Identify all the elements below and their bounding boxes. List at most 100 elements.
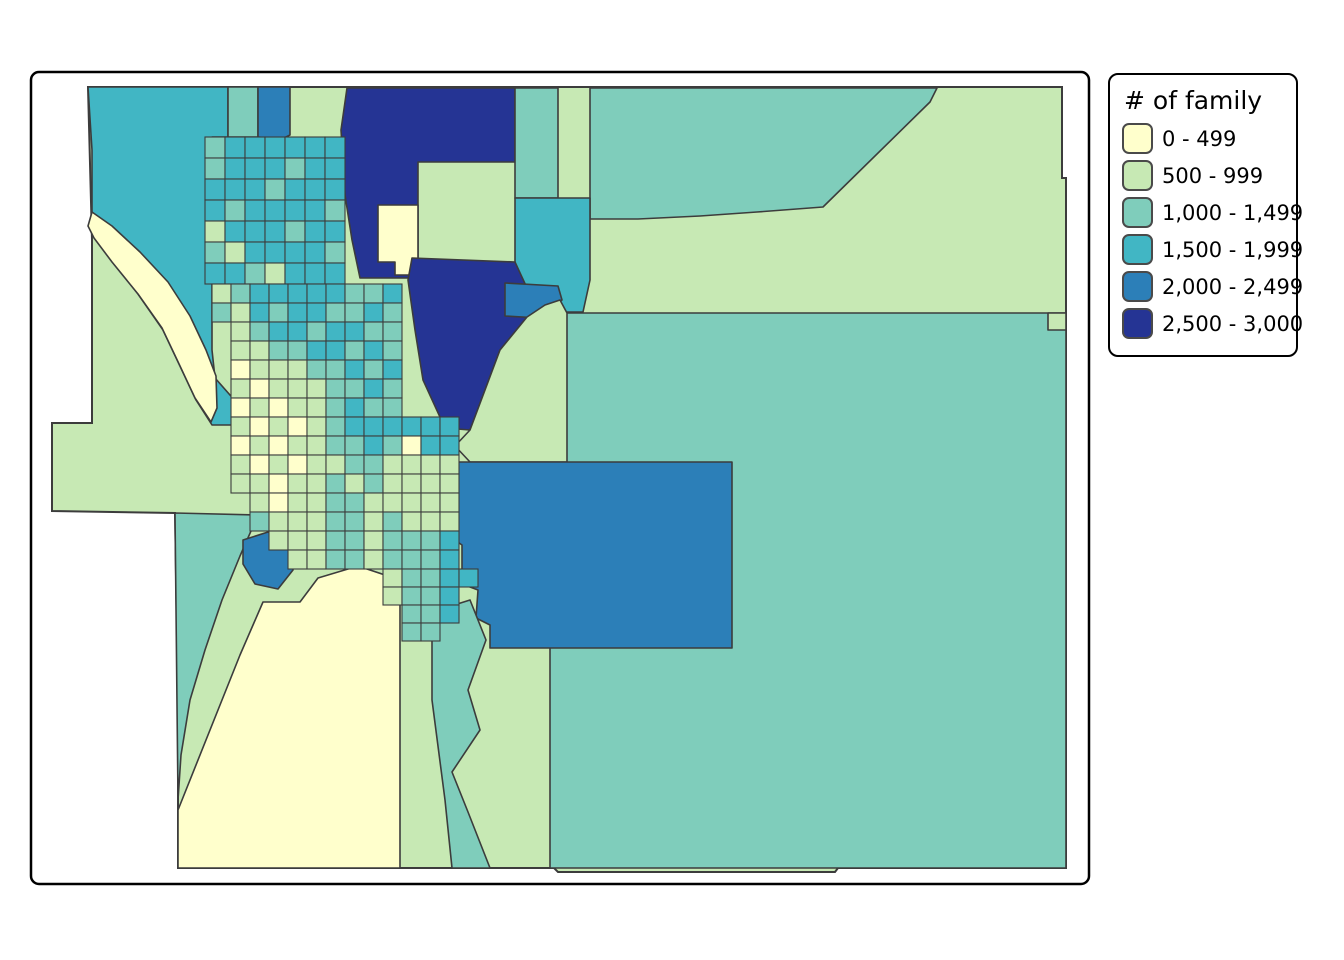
legend-label: 500 - 999 <box>1162 163 1264 188</box>
census-tract-cell <box>284 220 306 243</box>
census-tract-cell <box>284 241 306 264</box>
legend-swatch <box>1122 160 1153 191</box>
census-tract-cell <box>287 549 308 570</box>
census-tract-cell <box>439 473 460 494</box>
census-tract-cell <box>382 378 403 399</box>
census-tract-cell <box>268 378 289 399</box>
census-tract-cell <box>420 454 441 475</box>
census-tract-cell <box>268 321 289 342</box>
census-tract-cell <box>344 511 365 532</box>
census-tract-cell <box>284 262 306 285</box>
census-tract-cell <box>382 397 403 418</box>
census-tract-cell <box>284 136 306 159</box>
census-tract-cell <box>363 397 384 418</box>
census-tract-cell <box>439 492 460 513</box>
census-tract-cell <box>287 435 308 456</box>
census-tract-cell <box>287 416 308 437</box>
census-tract-cell <box>224 262 246 285</box>
census-tract-cell <box>382 283 403 304</box>
legend-label: 2,000 - 2,499 <box>1162 274 1304 299</box>
census-tract-cell <box>325 530 346 551</box>
census-tract-cell <box>249 359 270 380</box>
census-tract-cell <box>324 178 346 201</box>
census-tract-cell <box>249 340 270 361</box>
census-tract-cell <box>363 454 384 475</box>
census-tract-cell <box>401 492 422 513</box>
census-tract-cell <box>324 241 346 264</box>
census-tract-cell <box>204 199 226 222</box>
legend-swatch <box>1122 271 1153 302</box>
census-tract-cell <box>306 302 327 323</box>
census-tract-cell <box>344 340 365 361</box>
map-region-center-green-wedge-tract <box>454 299 568 463</box>
census-tract-cell <box>439 435 460 456</box>
legend-item: 2,000 - 2,499 <box>1122 271 1303 302</box>
census-tract-cell <box>420 549 441 570</box>
census-tract-cell <box>230 473 251 494</box>
census-tract-cell <box>344 378 365 399</box>
census-tract-cell <box>306 416 327 437</box>
census-tract-cell <box>211 302 232 323</box>
census-tract-cell <box>382 473 403 494</box>
census-tract-cell <box>268 302 289 323</box>
census-tract-cell <box>306 397 327 418</box>
census-tract-cell <box>382 302 403 323</box>
census-tract-cell <box>344 549 365 570</box>
census-tract-cell <box>382 435 403 456</box>
census-tract-cell <box>249 321 270 342</box>
census-tract-cell <box>420 435 441 456</box>
census-tract-cell <box>244 178 266 201</box>
census-tract-cell <box>363 340 384 361</box>
census-tract-cell <box>420 530 441 551</box>
census-tract-cell <box>382 416 403 437</box>
census-tract-cell <box>344 416 365 437</box>
census-tract-cell <box>204 241 226 264</box>
census-tract-cell <box>304 178 326 201</box>
census-tract-cell <box>287 359 308 380</box>
census-tract-cell <box>382 359 403 380</box>
legend-item: 2,500 - 3,000 <box>1122 308 1303 339</box>
census-tract-cell <box>230 454 251 475</box>
legend-swatch <box>1122 234 1153 265</box>
census-tract-cell <box>306 283 327 304</box>
census-tract-cell <box>325 321 346 342</box>
census-tract-cell <box>264 262 286 285</box>
census-tract-cell <box>249 473 270 494</box>
census-tract-cell <box>420 568 441 588</box>
map-region-north-teal-tract <box>227 86 259 138</box>
census-tract-cell <box>304 199 326 222</box>
census-tract-cell <box>224 178 246 201</box>
census-tract-cell <box>420 511 441 532</box>
census-tract-cell <box>204 136 226 159</box>
census-tract-cell <box>325 359 346 380</box>
census-tract-cell <box>401 416 422 437</box>
census-tract-cell <box>344 435 365 456</box>
census-tract-cell <box>325 511 346 532</box>
census-tract-cell <box>249 283 270 304</box>
census-tract-cell <box>363 359 384 380</box>
census-tract-cell <box>224 136 246 159</box>
map-region-northeast-teal-tract <box>589 87 938 220</box>
census-tract-cell <box>420 604 441 624</box>
census-tract-cell <box>439 586 460 606</box>
census-tract-cell <box>363 416 384 437</box>
census-tract-cell <box>344 397 365 418</box>
census-tract-cell <box>325 435 346 456</box>
census-tract-cell <box>249 416 270 437</box>
census-tract-cell <box>306 378 327 399</box>
map-region-east-big-blue-tract <box>436 461 733 649</box>
census-tract-cell <box>204 178 226 201</box>
census-tract-cell <box>264 136 286 159</box>
census-tract-cell <box>325 492 346 513</box>
census-tract-cell <box>244 262 266 285</box>
census-tract-cell <box>344 454 365 475</box>
census-tract-cell <box>268 283 289 304</box>
census-tract-cell <box>344 302 365 323</box>
census-tract-cell <box>224 220 246 243</box>
census-tract-cell <box>324 157 346 180</box>
legend-item: 1,000 - 1,499 <box>1122 197 1303 228</box>
census-tract-cell <box>401 454 422 475</box>
census-tract-cell <box>458 568 479 588</box>
census-tract-cell <box>304 157 326 180</box>
